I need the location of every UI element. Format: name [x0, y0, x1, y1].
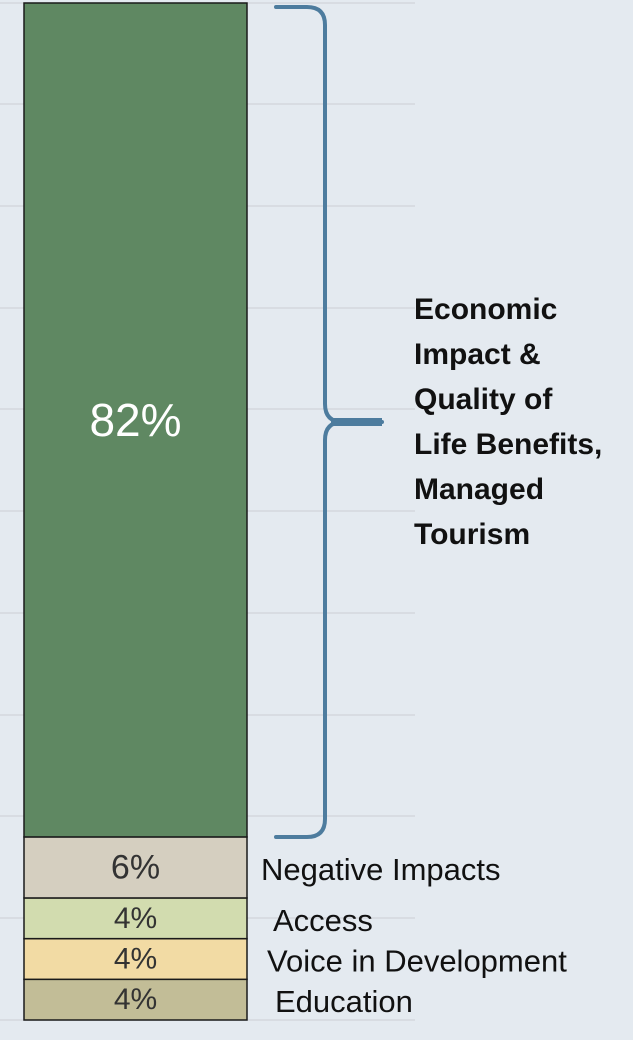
segment-value-label: 4%: [114, 942, 157, 975]
segment-side-label: Negative Impacts: [261, 852, 501, 887]
segment-value-label: 4%: [114, 902, 157, 935]
bar-segment: [23, 937, 248, 981]
segment-side-label: Voice in Development: [267, 943, 567, 978]
bar-segment: [23, 2, 248, 838]
segment-value-labels: 4% 4% 4% 6% 82%: [89, 394, 181, 1016]
brace-annotation-text: Economic Impact & Quality of Life Benefits,…: [414, 293, 602, 551]
segment-value-label: 6%: [111, 848, 160, 886]
segment-value-label: 4%: [114, 983, 157, 1016]
segment-side-label: Access: [273, 903, 373, 938]
bar-segment: [23, 836, 248, 899]
segment-side-label: Education: [275, 984, 413, 1019]
brace-annotation: Economic Impact & Quality of Life Benefits,…: [274, 5, 602, 839]
bar-segment: [23, 978, 248, 1021]
bar-stack: [23, 2, 248, 1021]
segment-value-label: 82%: [89, 394, 181, 446]
segment-side-labels: Education Voice in Development Access Negat…: [261, 852, 567, 1019]
bar-segment: [23, 897, 248, 940]
